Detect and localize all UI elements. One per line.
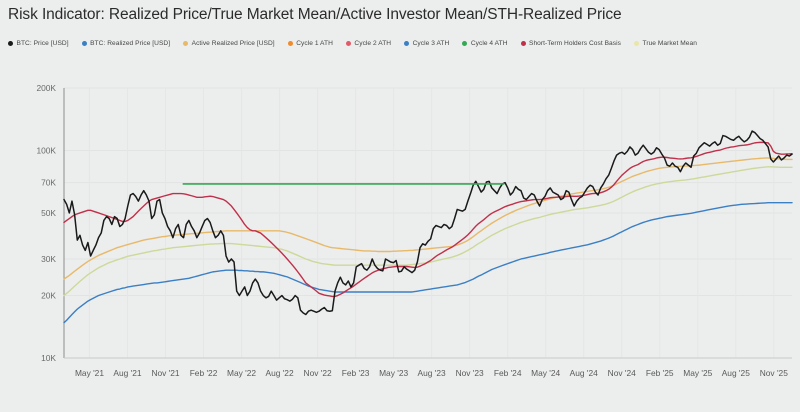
legend-marker-icon <box>287 41 293 46</box>
legend-item-label: BTC: Realized Price [USD] <box>90 40 171 47</box>
legend-item-label: Active Realized Price [USD] <box>191 40 275 47</box>
y-axis-tick-label: 50K <box>41 208 56 218</box>
x-axis-tick-label: May '23 <box>379 368 408 378</box>
series-line <box>63 130 793 316</box>
legend-marker-icon <box>404 41 410 46</box>
legend-item-label: Cycle 1 ATH <box>296 40 333 47</box>
x-axis-tick-label: Aug '23 <box>418 368 446 378</box>
legend-item[interactable]: Active Realized Price [USD] <box>183 40 275 47</box>
x-axis-tick-label: Aug '25 <box>722 368 750 378</box>
x-axis-tick-label: Feb '23 <box>342 368 370 378</box>
x-axis-tick-label: Feb '22 <box>190 368 218 378</box>
y-axis-tick-label: 20K <box>41 291 56 301</box>
legend-item[interactable]: BTC: Price [USD] <box>8 40 69 47</box>
legend-item[interactable]: True Market Mean <box>633 40 697 47</box>
page-title: Risk Indicator: Realized Price/True Mark… <box>8 6 622 23</box>
plot-background <box>64 88 792 358</box>
x-axis-tick-label: Feb '24 <box>494 368 522 378</box>
x-axis-tick-label: Feb '25 <box>646 368 674 378</box>
legend-marker-icon <box>520 41 526 46</box>
legend-item-label: BTC: Price [USD] <box>16 40 69 47</box>
x-axis-tick-label: May '25 <box>683 368 712 378</box>
series-line <box>63 202 793 324</box>
legend-item[interactable]: BTC: Realized Price [USD] <box>81 40 171 47</box>
legend-item[interactable]: Cycle 3 ATH <box>404 40 449 47</box>
y-axis-tick-label: 30K <box>41 254 56 264</box>
x-axis-tick-label: Nov '24 <box>608 368 636 378</box>
legend-item[interactable]: Cycle 1 ATH <box>287 40 333 47</box>
y-axis-tick-label: 100K <box>36 145 56 155</box>
x-axis-tick-label: Nov '22 <box>304 368 332 378</box>
y-axis-tick-label: 70K <box>41 178 56 188</box>
y-axis-tick-label: 10K <box>41 353 56 363</box>
legend-item-label: Cycle 2 ATH <box>354 40 392 47</box>
series-line <box>63 141 793 298</box>
x-axis-tick-label: Aug '21 <box>113 368 141 378</box>
legend-item-label: Short-Term Holders Cost Basis <box>529 40 621 47</box>
legend-item[interactable]: Cycle 2 ATH <box>345 40 392 47</box>
x-axis-tick-label: May '21 <box>75 368 104 378</box>
legend-marker-icon <box>8 41 13 46</box>
series-line <box>63 157 793 280</box>
x-axis-tick-label: Nov '21 <box>151 368 179 378</box>
chart-legend: BTC: Price [USD] BTC: Realized Price [USD… <box>8 40 710 47</box>
legend-item[interactable]: Cycle 4 ATH <box>462 40 507 47</box>
y-axis-tick-label: 200K <box>36 83 56 93</box>
legend-marker-icon <box>81 41 87 46</box>
legend-marker-icon <box>462 41 468 46</box>
x-axis-tick-label: Aug '24 <box>570 368 598 378</box>
legend-item-label: Cycle 4 ATH <box>470 40 508 47</box>
x-axis-tick-label: May '22 <box>227 368 256 378</box>
x-axis-tick-label: Nov '25 <box>760 368 788 378</box>
x-axis-tick-label: Aug '22 <box>265 368 293 378</box>
legend-marker-icon <box>345 41 351 46</box>
legend-marker-icon <box>183 41 189 46</box>
legend-marker-icon <box>633 41 639 46</box>
x-axis-tick-label: May '24 <box>531 368 560 378</box>
legend-item[interactable]: Short-Term Holders Cost Basis <box>520 40 621 47</box>
x-axis-tick-label: Nov '23 <box>456 368 484 378</box>
legend-item-label: True Market Mean <box>642 40 697 47</box>
legend-item-label: Cycle 3 ATH <box>412 40 450 47</box>
